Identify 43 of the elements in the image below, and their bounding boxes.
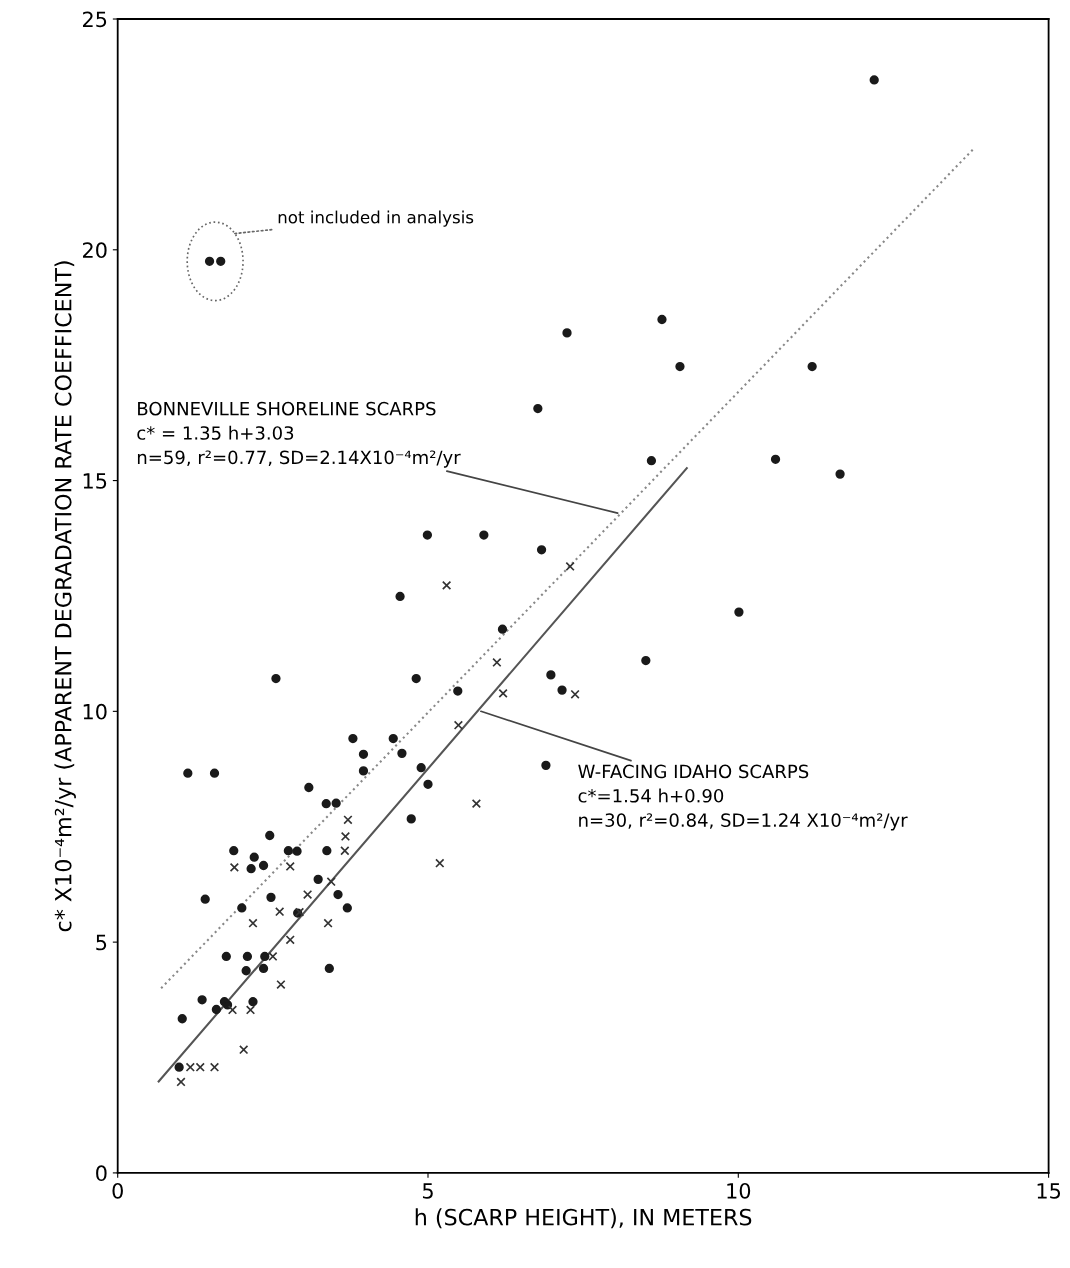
x-tick-label: 5	[422, 1183, 433, 1199]
point	[435, 858, 445, 868]
annotation: W-FACING IDAHO SCARPS c*=1.54 h+0.90 n=30, r²=0.84, SD=1.24 X10⁻⁴m²/yr	[578, 764, 908, 831]
y-tick-label: 0	[96, 1165, 107, 1182]
point	[268, 951, 278, 962]
x-tick-label: 0	[112, 1182, 123, 1199]
point	[285, 861, 295, 872]
y-tick-label: 10	[83, 703, 107, 720]
point	[275, 907, 285, 917]
point	[204, 256, 215, 266]
point	[492, 657, 502, 668]
point	[239, 1045, 249, 1055]
y-tick-label: 15	[83, 473, 107, 489]
point	[565, 561, 575, 572]
point	[248, 918, 258, 928]
x-tick-label: 15	[1037, 1183, 1061, 1199]
point	[209, 1062, 220, 1072]
annotation: not included in analysis	[278, 210, 474, 227]
point	[570, 689, 580, 699]
point	[323, 918, 333, 928]
point	[453, 720, 464, 730]
y-axis-title: c* X10⁻⁴m²/yr (APPARENT DEGRADATION RATE COEFFICENT)	[54, 261, 76, 932]
point	[340, 846, 350, 856]
point	[326, 877, 336, 887]
point	[441, 580, 452, 590]
point	[245, 1005, 256, 1015]
y-tick-label: 25	[82, 11, 107, 28]
x-axis-title: h (SCARP HEIGHT), IN METERS	[415, 1208, 752, 1229]
point	[343, 815, 353, 825]
y-tick-label: 20	[82, 242, 107, 259]
y-tick-label: 5	[96, 934, 107, 951]
point	[227, 1005, 238, 1015]
point	[229, 862, 240, 872]
x-tick-label: 10	[727, 1182, 751, 1199]
point	[498, 688, 508, 698]
point	[276, 979, 286, 990]
point	[176, 1077, 186, 1087]
point	[216, 256, 226, 266]
point	[302, 889, 313, 900]
annotation: BONNEVILLE SHORELINE SCARPS c* = 1.35 h+3.03 n=59, r²=0.77, SD=2.14X10⁻⁴m²/yr	[137, 401, 461, 468]
point	[471, 799, 482, 809]
point	[285, 935, 295, 945]
point	[340, 831, 351, 842]
